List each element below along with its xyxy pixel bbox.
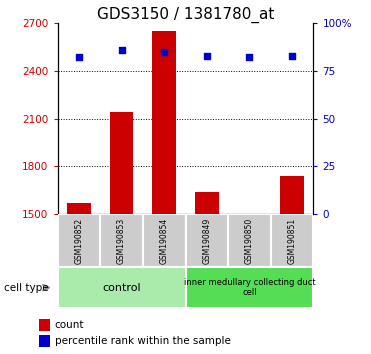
Text: GSM190851: GSM190851 <box>288 218 297 264</box>
Bar <box>67 203 91 214</box>
Text: inner medullary collecting duct
cell: inner medullary collecting duct cell <box>184 278 315 297</box>
Title: GDS3150 / 1381780_at: GDS3150 / 1381780_at <box>97 7 274 23</box>
Text: GSM190850: GSM190850 <box>245 218 254 264</box>
Bar <box>280 176 304 214</box>
Bar <box>238 214 261 216</box>
Text: percentile rank within the sample: percentile rank within the sample <box>55 336 231 346</box>
Point <box>76 55 82 60</box>
Bar <box>39 319 50 331</box>
Text: control: control <box>102 282 141 293</box>
Text: count: count <box>55 320 84 330</box>
Bar <box>228 214 271 267</box>
Bar <box>195 192 219 214</box>
Point <box>204 53 210 58</box>
Bar <box>186 214 228 267</box>
Bar <box>271 214 313 267</box>
Bar <box>58 267 186 308</box>
Bar <box>110 112 133 214</box>
Bar <box>186 267 313 308</box>
Point <box>289 53 295 58</box>
Text: cell type: cell type <box>4 282 48 293</box>
Point <box>161 49 167 55</box>
Bar <box>58 214 100 267</box>
Bar <box>143 214 186 267</box>
Bar <box>100 214 143 267</box>
Bar <box>152 31 176 214</box>
Text: GSM190853: GSM190853 <box>117 218 126 264</box>
Point <box>119 47 125 53</box>
Text: GSM190854: GSM190854 <box>160 218 169 264</box>
Text: GSM190849: GSM190849 <box>202 218 211 264</box>
Text: GSM190852: GSM190852 <box>74 218 83 264</box>
Bar <box>39 335 50 347</box>
Point <box>247 55 253 60</box>
